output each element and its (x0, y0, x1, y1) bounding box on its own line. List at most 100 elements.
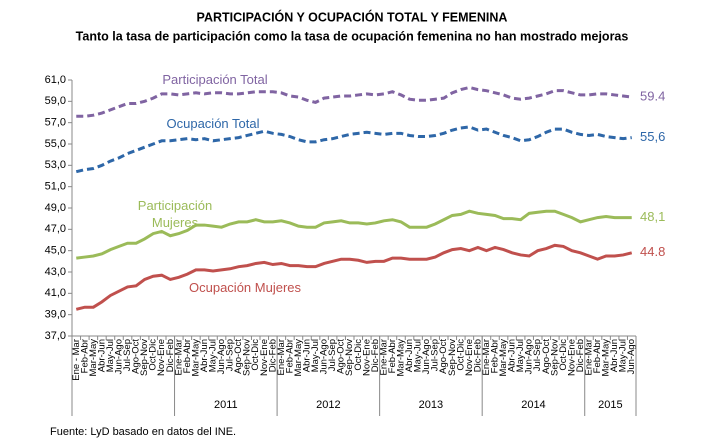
x-tick-label: Dic-Feb (472, 339, 483, 372)
x-tick-label: Abr-Jun (302, 339, 313, 372)
series-line (75, 243, 633, 311)
x-tick-label: Ago-Oct (233, 339, 244, 374)
x-tick-label: Sep-Nov (344, 339, 355, 376)
source-note: Fuente: LyD basado en datos del INE. (50, 426, 236, 438)
x-tick-label: Feb-Abr (592, 339, 603, 373)
x-tick-label: Jul-Sep (327, 339, 338, 371)
x-tick-label: Ago-Oct (131, 339, 142, 374)
x-tick-label: Jun-Ago (216, 339, 227, 374)
x-tick-label: Feb-Abr (284, 339, 295, 373)
chart-subtitle: Tanto la tasa de participación como la t… (76, 29, 629, 43)
x-tick-label: Feb-Abr (79, 339, 90, 373)
y-tick-label: 49,0 (45, 202, 66, 214)
x-tick-label: May-Jul (515, 339, 526, 372)
x-tick-label: Ene-Mar (378, 339, 389, 375)
y-tick-label: 47,0 (45, 223, 66, 235)
series-line (76, 209, 632, 260)
x-tick-label: Abr-Jun (609, 339, 620, 372)
x-tick-label: Jul-Sep (532, 339, 543, 371)
end-label: 48,1 (640, 209, 665, 224)
x-tick-label: Mar-May (190, 339, 201, 377)
y-tick-label: 41,0 (45, 287, 66, 299)
x-tick-label: Jul-Sep (122, 339, 133, 371)
x-tick-label: Mar-May (498, 339, 509, 377)
series-label: Ocupación Mujeres (189, 280, 301, 295)
x-tick-label: Abr-Jun (96, 339, 107, 372)
group-label: 2014 (521, 399, 545, 411)
x-tick-label: May-Jul (105, 339, 116, 372)
x-tick-label: Nov-Ene (361, 339, 372, 376)
x-tick-label: May-Jul (208, 339, 219, 372)
group-label: 2011 (214, 399, 238, 411)
x-tick-label: Mar-May (601, 339, 612, 377)
series-line (76, 85, 632, 118)
y-tick-label: 51,0 (45, 181, 66, 193)
x-tick-label: Jun-Ago (421, 339, 432, 374)
y-tick-label: 61,0 (45, 74, 66, 86)
series-line (75, 125, 632, 174)
x-tick-label: Mar-May (88, 339, 99, 377)
y-tick-label: 39,0 (45, 309, 66, 321)
series-label: Participación Total (162, 72, 268, 87)
x-tick-label: Dic-Feb (575, 339, 586, 372)
x-tick-label: Nov-Ene (259, 339, 270, 376)
y-tick-label: 43,0 (45, 266, 66, 278)
x-tick-label: Jun-Ago (524, 339, 535, 374)
x-tick-label: Sep-Nov (139, 339, 150, 376)
y-tick-label: 45,0 (45, 245, 66, 257)
x-tick-label: Jun-Ago (319, 339, 330, 374)
x-tick-label: Ene-Mar (173, 339, 184, 375)
x-tick-label: Feb-Abr (182, 339, 193, 373)
x-tick-label: Oct-Dic (353, 339, 364, 371)
x-tick-label: Sep-Nov (242, 339, 253, 376)
x-tick-label: Ago-Oct (336, 339, 347, 374)
series-label: Participación Mujeres (137, 198, 213, 230)
x-tick-label: Nov-Ene (156, 339, 167, 376)
x-tick-label: Feb-Abr (387, 339, 398, 373)
x-tick-label: Oct-Dic (250, 339, 261, 371)
group-label: 2013 (419, 399, 443, 411)
y-tick-label: 55,0 (45, 138, 66, 150)
x-tick-label: Abr-Jun (507, 339, 518, 372)
x-tick-label: Ene-Mar (584, 339, 595, 375)
x-tick-label: Ene-Mar (276, 339, 287, 375)
x-tick-label: Ene - Mar (71, 339, 82, 381)
y-tick-label: 37,0 (45, 330, 66, 342)
x-tick-label: Oct-Dic (455, 339, 466, 371)
x-tick-label: May-Jul (618, 339, 629, 372)
x-tick-label: Ago-Oct (541, 339, 552, 374)
x-tick-label: Abr-Jun (199, 339, 210, 372)
y-tick-label: 59,0 (45, 95, 66, 107)
x-tick-label: Ago-Oct (438, 339, 449, 374)
x-tick-label: Jul-Sep (225, 339, 236, 371)
series-label: Ocupación Total (166, 116, 260, 131)
x-tick-label: Jul-Sep (430, 339, 441, 371)
x-tick-label: May-Jul (413, 339, 424, 372)
x-tick-label: Sep-Nov (447, 339, 458, 376)
x-tick-label: Abr-Jun (404, 339, 415, 372)
end-label: 55,6 (640, 129, 665, 144)
group-label: 2012 (316, 399, 340, 411)
y-tick-label: 57,0 (45, 117, 66, 129)
chart-title: PARTICIPACIÓN Y OCUPACIÓN TOTAL Y FEMENI… (197, 9, 508, 24)
x-tick-label: Dic-Feb (370, 339, 381, 372)
end-label: 59.4 (640, 89, 665, 104)
x-tick-label: Mar-May (396, 339, 407, 377)
x-tick-label: Nov-Ene (464, 339, 475, 376)
x-tick-label: Dic-Feb (165, 339, 176, 372)
x-tick-label: Nov-Ene (566, 339, 577, 376)
x-tick-label: May-Jul (310, 339, 321, 372)
x-tick-label: Jun-Ago (626, 339, 637, 374)
end-label: 44.8 (640, 244, 665, 259)
x-tick-label: Sep-Nov (549, 339, 560, 376)
x-tick-label: Oct-Dic (148, 339, 159, 371)
x-tick-label: Feb-Abr (490, 339, 501, 373)
y-tick-label: 53,0 (45, 159, 66, 171)
x-tick-label: Oct-Dic (558, 339, 569, 371)
x-tick-label: Mar-May (293, 339, 304, 377)
x-tick-label: Ene-Mar (481, 339, 492, 375)
x-tick-label: Jun-Ago (114, 339, 125, 374)
x-tick-label: Dic-Feb (267, 339, 278, 372)
